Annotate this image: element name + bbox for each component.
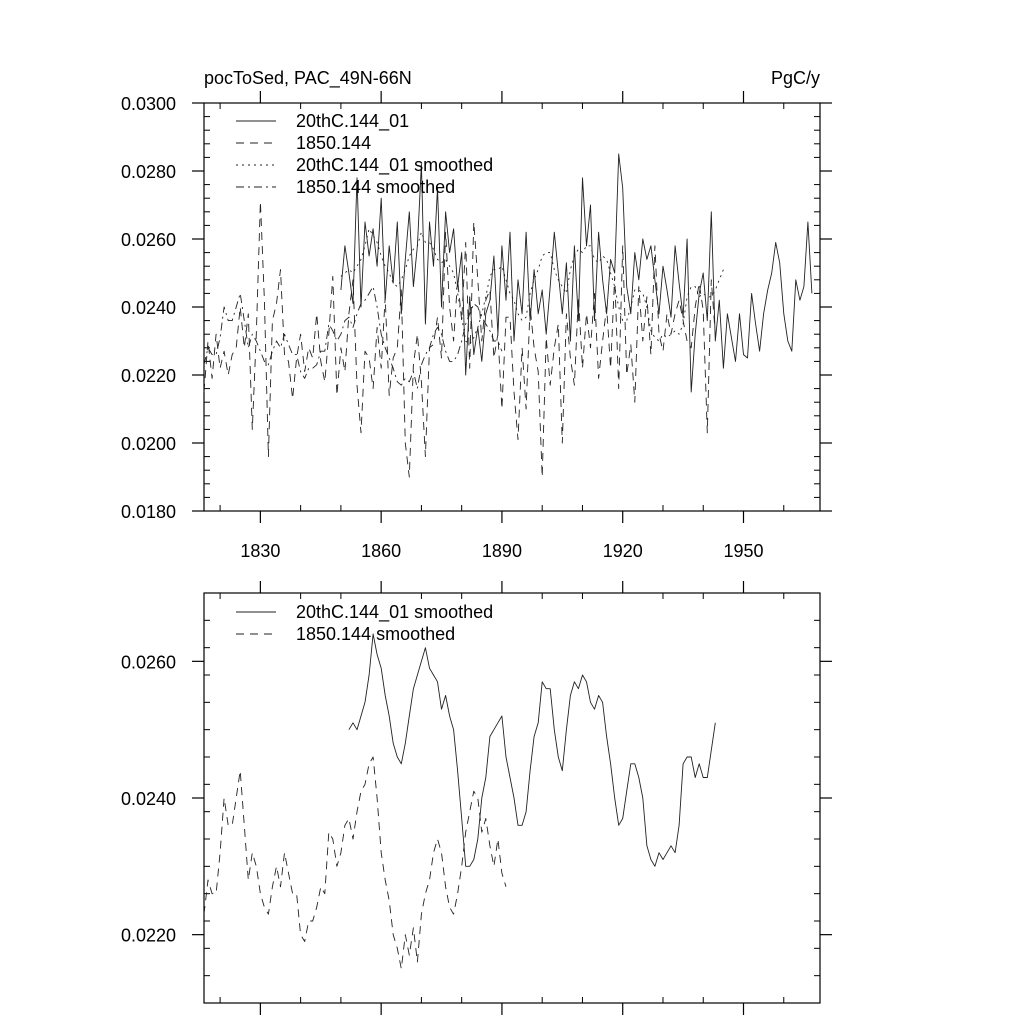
legend-label: 20thC.144_01 smoothed [296,155,493,176]
y-tick-label: 0.0200 [121,434,176,454]
lower-panel: 0.0220 0.0240 0.0260 20thC.144_01 smoothed1… [121,581,832,1015]
y-tick-label: 0.0260 [121,230,176,250]
x-tick-label: 1920 [603,541,643,561]
plot-frame [203,592,821,1004]
legend-label: 1850.144 smoothed [296,177,455,197]
legend-label: 1850.144 [296,133,371,153]
series-line-1850-144 [203,201,716,478]
series-line-20thc-144-01 [340,153,813,393]
x-tick-label: 1890 [482,541,522,561]
series-line-1850-144-smoothed [203,756,507,970]
y-tick-label: 0.0260 [121,652,176,672]
legend-label: 20thC.144_01 [296,111,409,132]
legend-label: 20thC.144_01 smoothed [296,602,493,623]
upper-panel: 1830 1860 1890 1920 1950 0.0180 0.0200 0.0220 0.… [121,91,832,561]
chart-title: pocToSed, PAC_49N-66N [204,68,412,89]
series-line-1850-144-smoothed [203,286,503,390]
chart-units: PgC/y [771,68,820,88]
x-tick-label: 1950 [723,541,763,561]
x-tick-label: 1860 [361,541,401,561]
x-tick-label: 1830 [240,541,280,561]
series-line-20thc-144-01-smoothed [340,228,724,345]
y-tick-label: 0.0220 [121,366,176,386]
y-tick-label: 0.0240 [121,298,176,318]
y-tick-label: 0.0280 [121,162,176,182]
y-tick-label: 0.0180 [121,502,176,522]
series-line-20thc-144-01-smoothed [348,633,716,867]
y-tick-label: 0.0300 [121,94,176,114]
y-tick-label: 0.0240 [121,789,176,809]
y-tick-label: 0.0220 [121,926,176,946]
legend-label: 1850.144 smoothed [296,624,455,644]
